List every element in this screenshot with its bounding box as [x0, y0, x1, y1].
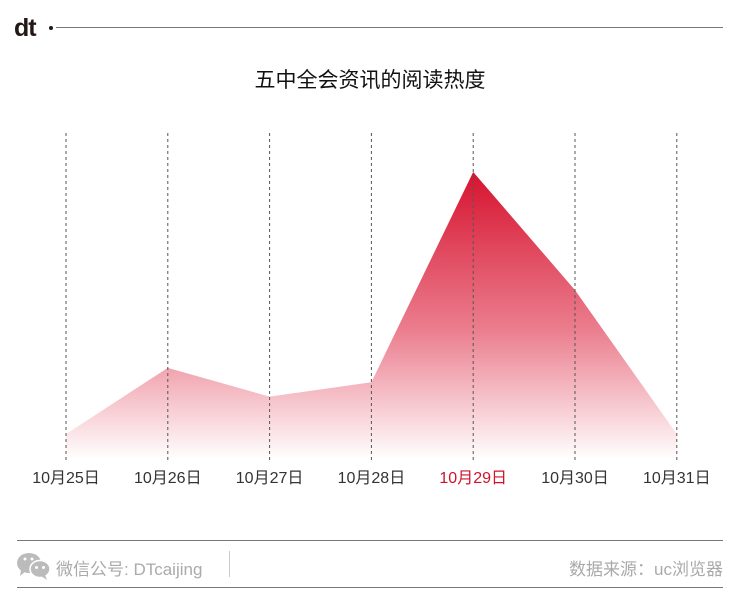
x-tick-label: 10月29日: [439, 470, 507, 487]
chart-title: 五中全会资讯的阅读热度: [254, 68, 486, 92]
logo-dot: [49, 26, 53, 30]
x-tick-label: 10月31日: [643, 470, 711, 487]
x-tick-label: 10月28日: [338, 470, 406, 487]
x-tick-label: 10月27日: [236, 470, 304, 487]
footer-separator: [229, 551, 230, 577]
wechat-account-label: 微信公号: DTcaijing: [56, 560, 203, 579]
data-source-label: 数据来源：uc浏览器: [569, 560, 723, 579]
x-tick-label: 10月25日: [32, 470, 100, 487]
footer-top-divider: [17, 540, 723, 541]
dt-logo: dt: [14, 14, 37, 42]
top-divider: [56, 27, 723, 28]
x-tick-label: 10月30日: [541, 470, 609, 487]
footer-bottom-divider: [17, 587, 723, 588]
wechat-icon: [17, 553, 51, 580]
area-series: [66, 172, 677, 460]
x-tick-label: 10月26日: [134, 470, 202, 487]
